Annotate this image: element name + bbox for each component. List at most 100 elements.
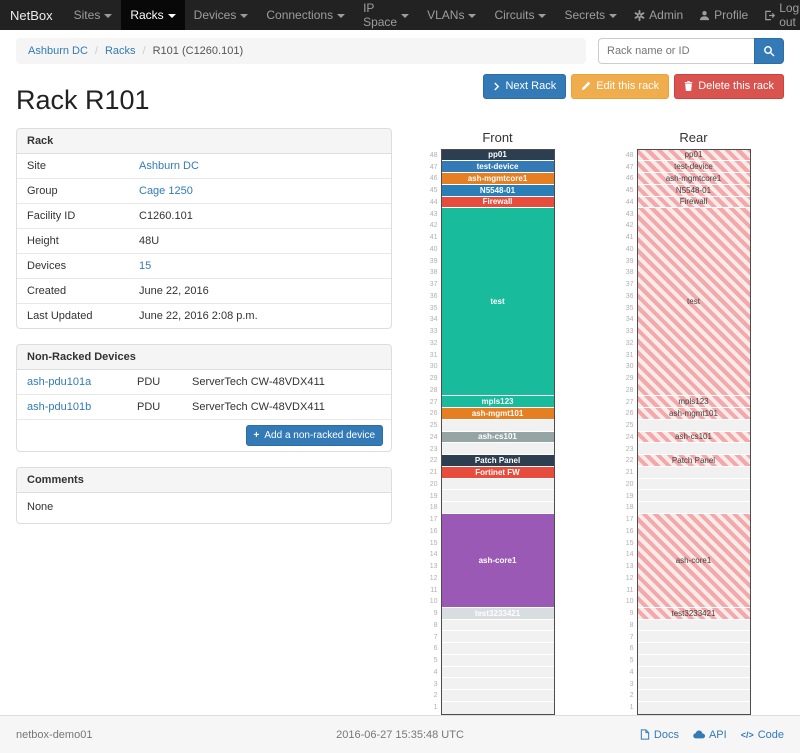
rack-device-pp01[interactable]: pp01 bbox=[441, 149, 554, 162]
nav-item-racks[interactable]: Racks bbox=[121, 0, 185, 30]
unit-number: 11 bbox=[430, 586, 438, 594]
rack-elevations: Front 48 47 46 45 44 43 42 41 40 39 38 37 36 35 34 33 32… bbox=[392, 128, 784, 715]
rack-device-patch-panel[interactable]: Patch Panel bbox=[441, 455, 554, 467]
footer-link-code[interactable]: </> Code bbox=[741, 729, 784, 741]
delete-rack-button[interactable]: Delete this rack bbox=[674, 74, 784, 99]
footer-link-api[interactable]: API bbox=[693, 729, 727, 741]
rack-device-n5548-01[interactable]: N5548-01 bbox=[441, 184, 554, 197]
rack-device-n5548-01[interactable]: N5548-01 bbox=[637, 184, 750, 197]
rack-empty-slot bbox=[441, 643, 554, 655]
nav-item-profile[interactable]: Profile bbox=[691, 0, 756, 30]
unit-number: 16 bbox=[429, 527, 438, 535]
attr-value-link-group[interactable]: Cage 1250 bbox=[139, 184, 193, 197]
add-nonracked-device-button[interactable]: + Add a non-racked device bbox=[245, 424, 383, 446]
unit-number: 25 bbox=[625, 422, 634, 430]
rack-device-ash-mgmtcore1[interactable]: ash-mgmtcore1 bbox=[441, 173, 554, 185]
rack-device-firewall[interactable]: Firewall bbox=[637, 196, 750, 209]
unit-number: 21 bbox=[429, 469, 438, 477]
rack-device-ash-core1[interactable]: ash-core1 bbox=[637, 513, 750, 608]
nav-item-label: Log out bbox=[779, 1, 800, 29]
unit-number: 19 bbox=[625, 492, 634, 500]
rack-device-ash-mgmtcore1[interactable]: ash-mgmtcore1 bbox=[637, 173, 750, 185]
gear-icon bbox=[634, 9, 645, 21]
unit-number: 12 bbox=[429, 574, 438, 582]
nonracked-panel-title: Non-Racked Devices bbox=[17, 344, 391, 370]
edit-rack-button[interactable]: Edit this rack bbox=[571, 74, 670, 99]
rack-front-unit-numbers: 48 47 46 45 44 43 42 41 40 39 38 37 36 35 34 33 32 31 30 29… bbox=[426, 149, 441, 715]
rack-device-test3233421[interactable]: test3233421 bbox=[441, 607, 554, 620]
unit-number: 44 bbox=[429, 198, 438, 206]
attr-label: Group bbox=[17, 177, 129, 203]
breadcrumb-link-racks[interactable]: Racks bbox=[104, 45, 136, 57]
unit-number: 4 bbox=[629, 668, 634, 676]
device-link-ash-pdu101a[interactable]: ash-pdu101a bbox=[27, 375, 92, 388]
rack-device-pp01[interactable]: pp01 bbox=[637, 149, 750, 162]
unit-number: 1 bbox=[433, 704, 438, 712]
unit-number: 40 bbox=[625, 245, 634, 253]
brand-link[interactable]: NetBox bbox=[10, 7, 53, 23]
unit-number: 47 bbox=[429, 163, 438, 171]
nav-item-vlans[interactable]: VLANs bbox=[418, 0, 485, 30]
unit-number: 14 bbox=[625, 551, 634, 559]
nav-item-connections[interactable]: Connections bbox=[257, 0, 354, 30]
breadcrumb: Ashburn DC / Racks / R101 (C1260.101) bbox=[16, 38, 586, 64]
rack-device-ash-mgmt101[interactable]: ash-mgmt101 bbox=[441, 408, 554, 420]
nav-item-ip-space[interactable]: IP Space bbox=[354, 0, 418, 30]
code-icon: </> bbox=[740, 729, 754, 740]
nav-item-log-out[interactable]: Log out bbox=[756, 0, 800, 30]
rack-device-ash-mgmt101[interactable]: ash-mgmt101 bbox=[637, 408, 750, 420]
device-link-ash-pdu101b[interactable]: ash-pdu101b bbox=[27, 400, 92, 413]
nav-item-secrets[interactable]: Secrets bbox=[555, 0, 626, 30]
rack-device-test[interactable]: test bbox=[637, 208, 750, 397]
nav-item-circuits[interactable]: Circuits bbox=[485, 0, 555, 30]
rack-empty-slot bbox=[441, 443, 554, 455]
unit-number: 41 bbox=[625, 234, 634, 242]
footer: netbox-demo01 2016-06-27 15:35:48 UTC Do… bbox=[0, 715, 800, 753]
rack-search-input[interactable] bbox=[598, 38, 754, 64]
breadcrumb-separator: / bbox=[94, 45, 98, 57]
unit-number: 36 bbox=[429, 292, 438, 300]
attr-value: Cage 1250 bbox=[129, 177, 391, 203]
rack-device-test-device[interactable]: test-device bbox=[441, 161, 554, 173]
rack-empty-slot bbox=[441, 502, 554, 514]
unit-number: 35 bbox=[429, 304, 438, 312]
rack-device-ash-cs101[interactable]: ash-cs101 bbox=[441, 431, 554, 444]
rack-elevation-rear: Rear 48 47 46 45 44 43 42 41 40 39 38 37 36 35 34 33 32 3… bbox=[622, 130, 751, 715]
rack-empty-slot bbox=[441, 701, 554, 714]
rack-device-patch-panel[interactable]: Patch Panel bbox=[637, 455, 750, 467]
footer-link-docs[interactable]: Docs bbox=[640, 729, 679, 741]
nav-item-admin[interactable]: Admin bbox=[626, 0, 691, 30]
attr-value-link-site[interactable]: Ashburn DC bbox=[139, 159, 199, 172]
nav-item-label: Devices bbox=[193, 8, 237, 22]
rack-device-ash-core1[interactable]: ash-core1 bbox=[441, 513, 554, 608]
rack-empty-slot bbox=[637, 666, 750, 679]
next-rack-button[interactable]: Next Rack bbox=[483, 74, 567, 99]
unit-number: 45 bbox=[429, 187, 438, 195]
unit-number: 21 bbox=[625, 469, 634, 477]
rack-device-mpls123[interactable]: mpls123 bbox=[637, 396, 750, 408]
attr-value-link-devices[interactable]: 15 bbox=[139, 259, 152, 272]
unit-number: 25 bbox=[429, 422, 438, 430]
unit-number: 43 bbox=[625, 210, 634, 218]
breadcrumb-link-ashburn-dc[interactable]: Ashburn DC bbox=[28, 45, 88, 57]
rack-empty-slot bbox=[637, 631, 750, 643]
unit-number: 24 bbox=[429, 433, 438, 441]
rack-empty-slot bbox=[441, 419, 554, 432]
rack-device-firewall[interactable]: Firewall bbox=[441, 196, 554, 209]
rack-actions: Next Rack Edit this rack Delete this rac… bbox=[16, 74, 784, 99]
unit-number: 30 bbox=[625, 363, 634, 371]
nav-item-sites[interactable]: Sites bbox=[65, 0, 122, 30]
unit-number: 28 bbox=[429, 386, 438, 394]
rack-device-test[interactable]: test bbox=[441, 208, 554, 397]
nav-item-devices[interactable]: Devices bbox=[185, 0, 258, 30]
rack-device-fortinet-fw[interactable]: Fortinet FW bbox=[441, 466, 554, 479]
unit-number: 5 bbox=[433, 657, 438, 665]
rack-device-test-device[interactable]: test-device bbox=[637, 161, 750, 173]
rack-device-ash-cs101[interactable]: ash-cs101 bbox=[637, 431, 750, 444]
search-button[interactable] bbox=[754, 38, 784, 64]
rack-empty-slot bbox=[441, 478, 554, 491]
rack-device-mpls123[interactable]: mpls123 bbox=[441, 396, 554, 408]
rack-device-test3233421[interactable]: test3233421 bbox=[637, 607, 750, 620]
unit-number: 2 bbox=[433, 692, 438, 700]
rack-attr-row-height: Height 48U bbox=[17, 227, 391, 253]
